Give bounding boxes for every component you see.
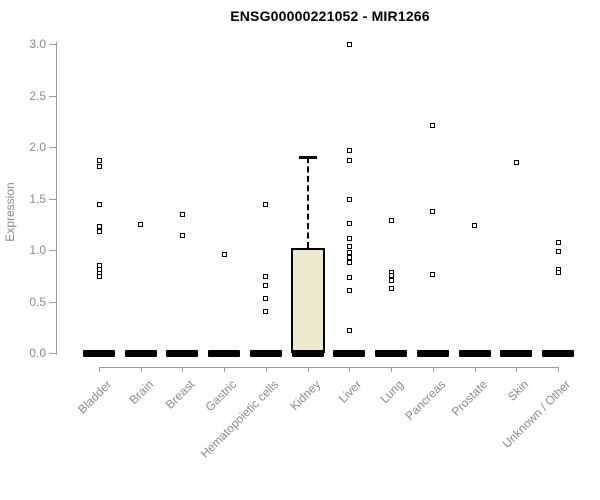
x-tick — [391, 367, 393, 372]
outlier-point — [346, 244, 352, 250]
median-bar — [166, 350, 199, 357]
x-tick — [140, 367, 142, 372]
outlier-point — [346, 147, 352, 153]
outlier-point — [96, 274, 102, 280]
y-axis-label: Expression — [3, 182, 17, 242]
box-whisker — [306, 157, 309, 248]
y-tick-label: 2.5 — [29, 88, 46, 103]
y-tick-label: 0.0 — [29, 346, 46, 360]
y-tick — [49, 95, 56, 97]
y-tick — [49, 250, 56, 251]
y-tick-label: 2.0 — [29, 140, 46, 154]
outlier-point — [96, 164, 102, 170]
median-bar — [416, 350, 449, 357]
median-bar — [291, 350, 324, 357]
outlier-point — [96, 202, 102, 208]
x-tick — [349, 367, 351, 372]
outlier-point — [555, 270, 561, 276]
x-tick — [182, 367, 184, 372]
box-rect — [290, 247, 325, 353]
outlier-point — [346, 41, 352, 47]
y-axis-line — [56, 42, 57, 355]
outlier-point — [346, 275, 352, 281]
outlier-point — [346, 287, 352, 293]
outlier-point — [430, 272, 436, 278]
x-tick — [432, 367, 434, 372]
outlier-point — [138, 221, 144, 227]
x-tick — [224, 367, 226, 372]
outlier-point — [346, 254, 352, 260]
outlier-point — [346, 236, 352, 242]
median-bar — [249, 350, 282, 357]
whisker-cap — [298, 155, 317, 159]
outlier-point — [346, 259, 352, 265]
x-axis-line — [99, 367, 559, 368]
outlier-point — [472, 222, 478, 228]
outlier-point — [96, 228, 102, 234]
outlier-point — [263, 202, 269, 208]
y-tick-label: 0.5 — [29, 294, 46, 309]
median-bar — [500, 350, 533, 357]
outlier-point — [346, 327, 352, 333]
x-tick — [474, 367, 476, 372]
x-tick — [265, 367, 267, 372]
outlier-point — [263, 295, 269, 301]
y-tick-label: 1.5 — [29, 191, 46, 206]
outlier-point — [513, 159, 519, 165]
outlier-point — [388, 217, 394, 223]
median-bar — [333, 350, 366, 357]
outlier-point — [346, 249, 352, 255]
outlier-point — [346, 220, 352, 226]
outlier-point — [346, 157, 352, 163]
median-bar — [208, 350, 241, 357]
outlier-point — [430, 209, 436, 215]
median-bar — [124, 350, 157, 357]
x-tick — [307, 367, 309, 372]
y-tick — [49, 353, 56, 354]
outlier-point — [179, 212, 185, 218]
median-bar — [542, 350, 574, 357]
median-bar — [375, 350, 408, 357]
x-tick — [558, 367, 559, 372]
outlier-point — [388, 273, 394, 279]
outlier-point — [555, 248, 561, 254]
y-tick — [49, 198, 56, 200]
outlier-point — [555, 240, 561, 246]
outlier-point — [388, 278, 394, 284]
outlier-point — [96, 157, 102, 163]
y-tick-label: 3.0 — [29, 37, 46, 51]
outlier-point — [96, 223, 102, 229]
median-bar — [83, 350, 115, 357]
y-tick — [49, 44, 56, 45]
y-tick — [49, 147, 56, 148]
chart-title: ENSG00000221052 - MIR1266 — [230, 8, 430, 24]
outlier-point — [179, 233, 185, 239]
y-tick — [49, 301, 56, 303]
outlier-point — [388, 285, 394, 291]
outlier-point — [263, 282, 269, 288]
outlier-point — [263, 274, 269, 280]
y-tick-label: 1.0 — [29, 243, 46, 257]
x-tick — [99, 367, 100, 372]
median-bar — [458, 350, 491, 357]
outlier-point — [263, 309, 269, 315]
outlier-point — [430, 122, 436, 128]
x-tick — [516, 367, 518, 372]
outlier-point — [221, 251, 227, 257]
outlier-point — [346, 197, 352, 203]
